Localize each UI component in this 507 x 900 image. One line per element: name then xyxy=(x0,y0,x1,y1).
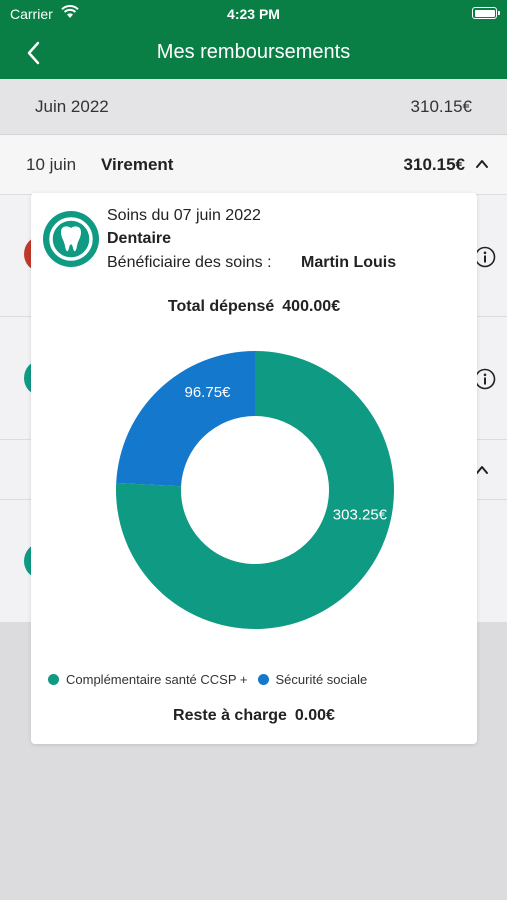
remaining-value: 0.00€ xyxy=(294,707,335,724)
status-bar: Carrier 4:23 PM xyxy=(0,0,507,28)
reimbursement-detail-card: Soins du 07 juin 2022 Dentaire Bénéficia… xyxy=(31,193,477,744)
donut-label-0: 303.25€ xyxy=(333,507,388,524)
remaining-label: Reste à charge xyxy=(173,707,287,724)
total-label: Total dépensé xyxy=(167,298,275,315)
navigation-bar: Mes remboursements xyxy=(0,28,507,79)
tooth-icon xyxy=(43,211,99,267)
donut-chart: 303.25€ 96.75€ xyxy=(116,351,395,629)
total-value: 400.00€ xyxy=(282,298,341,315)
month-label: Juin 2022 xyxy=(35,97,109,116)
info-icon[interactable] xyxy=(474,246,496,268)
wifi-icon xyxy=(61,5,79,18)
legend-label: Complémentaire santé CCSP + xyxy=(66,672,248,687)
battery-icon xyxy=(472,7,500,19)
legend-dot-icon xyxy=(48,674,59,685)
chevron-left-icon[interactable] xyxy=(20,38,50,68)
legend-item: Complémentaire santé CCSP + xyxy=(48,672,248,687)
legend-dot-icon xyxy=(257,674,269,685)
month-header: Juin 2022 310.15€ xyxy=(0,79,507,135)
month-amount: 310.15€ xyxy=(410,97,472,116)
donut-slice-0 xyxy=(116,351,395,629)
chevron-up-icon[interactable] xyxy=(475,157,489,171)
remaining-charge: Reste à charge 0.00€ xyxy=(31,707,477,725)
legend-label: Sécurité sociale xyxy=(275,672,368,687)
page-title: Mes remboursements xyxy=(156,41,351,63)
transaction-type: Virement xyxy=(101,155,174,174)
donut-hole xyxy=(188,423,322,557)
beneficiary-label: Bénéficiaire des soins : xyxy=(107,254,272,271)
donut-label-1: 96.75€ xyxy=(185,384,232,401)
clock: 4:23 PM xyxy=(227,6,280,22)
donut-slice-1 xyxy=(116,351,255,487)
transaction-amount: 310.15€ xyxy=(403,155,465,174)
care-category: Dentaire xyxy=(107,230,172,247)
carrier-label: Carrier xyxy=(10,6,53,22)
legend-item: Sécurité sociale xyxy=(257,672,368,687)
info-icon[interactable] xyxy=(474,368,496,390)
chart-legend: Complémentaire santé CCSP + Sécurité soci… xyxy=(48,672,367,687)
total-spent: Total dépensé 400.00€ xyxy=(31,298,477,316)
beneficiary-name: Martin Louis xyxy=(301,254,397,271)
transaction-date: 10 juin xyxy=(26,155,77,174)
transaction-row[interactable]: 10 juin Virement 310.15€ xyxy=(0,135,507,195)
care-date: Soins du 07 juin 2022 xyxy=(107,207,261,224)
chevron-up-icon[interactable] xyxy=(475,463,489,477)
